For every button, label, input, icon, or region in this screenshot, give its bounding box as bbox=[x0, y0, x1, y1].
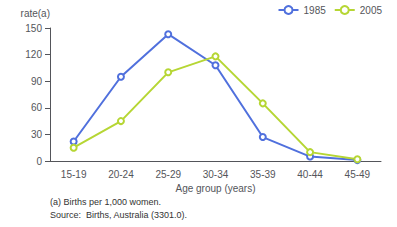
svg-text:30-34: 30-34 bbox=[203, 169, 229, 180]
svg-text:60: 60 bbox=[31, 102, 43, 113]
svg-text:25-29: 25-29 bbox=[155, 169, 181, 180]
svg-text:Source: Births, Australia (33: Source: Births, Australia (3301.0). bbox=[50, 210, 187, 220]
svg-text:45-49: 45-49 bbox=[345, 169, 371, 180]
svg-text:(a) Births per 1,000 women.: (a) Births per 1,000 women. bbox=[50, 197, 161, 207]
svg-text:120: 120 bbox=[25, 49, 42, 60]
svg-text:150: 150 bbox=[25, 23, 42, 34]
svg-text:2005: 2005 bbox=[360, 5, 383, 16]
svg-text:Age group (years): Age group (years) bbox=[175, 183, 255, 194]
svg-text:35-39: 35-39 bbox=[250, 169, 276, 180]
svg-text:90: 90 bbox=[31, 76, 43, 87]
svg-text:30: 30 bbox=[31, 129, 43, 140]
svg-text:20-24: 20-24 bbox=[108, 169, 134, 180]
svg-text:40-44: 40-44 bbox=[297, 169, 323, 180]
svg-text:1985: 1985 bbox=[304, 5, 327, 16]
svg-text:0: 0 bbox=[36, 156, 42, 167]
svg-text:15-19: 15-19 bbox=[61, 169, 87, 180]
svg-text:rate(a): rate(a) bbox=[21, 8, 50, 19]
